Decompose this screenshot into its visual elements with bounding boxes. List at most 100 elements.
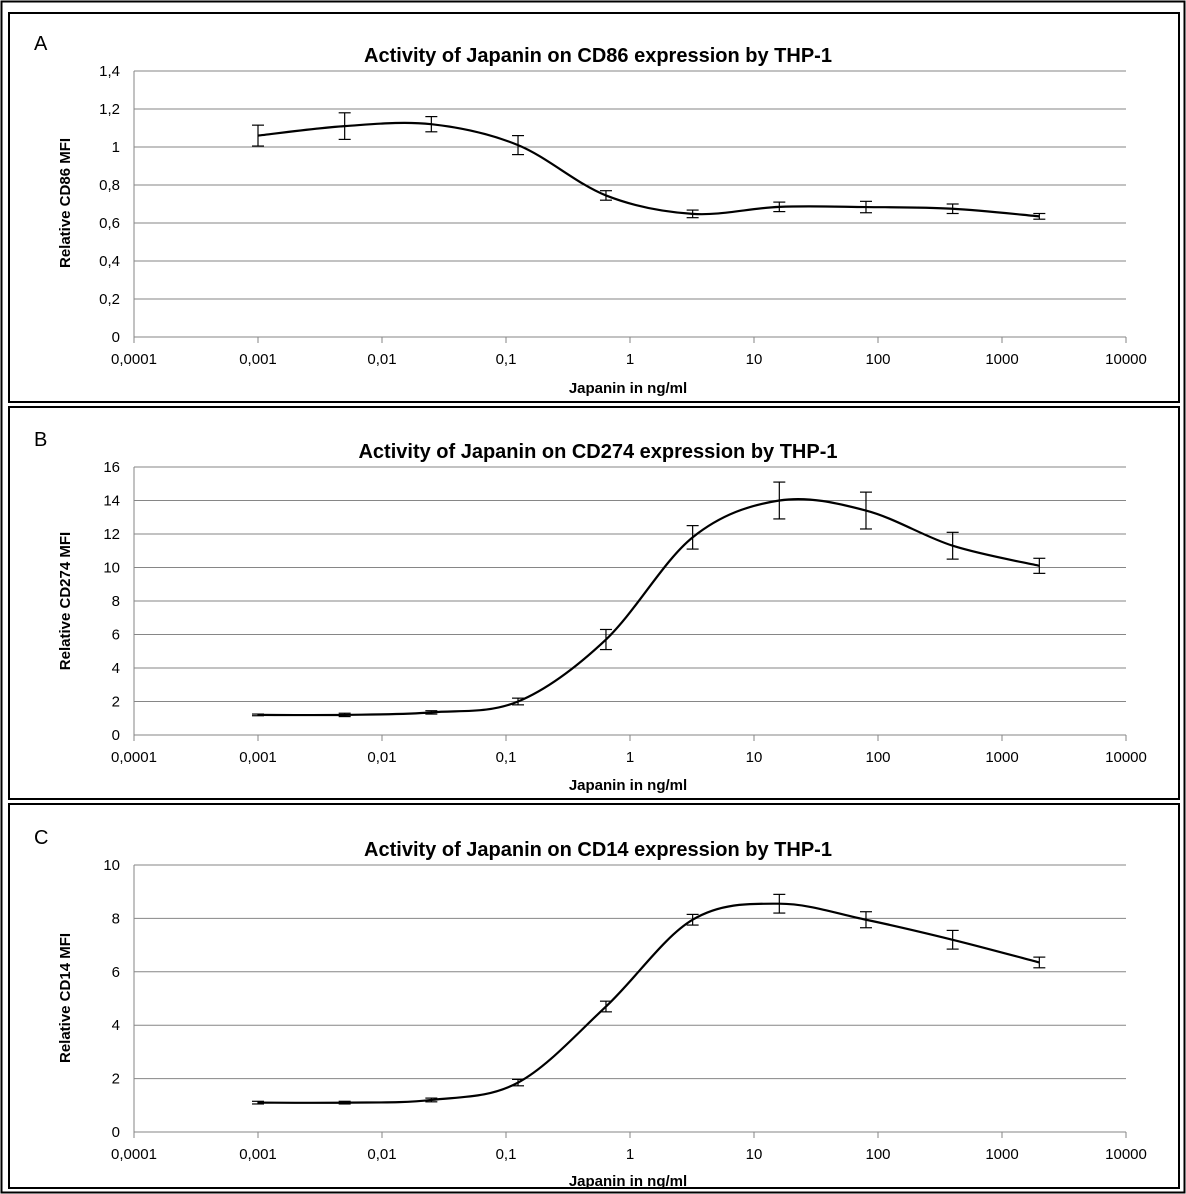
error-bar (338, 1100, 351, 1105)
x-tick-label: 10 (746, 749, 763, 766)
panel-letter: C (34, 827, 48, 849)
y-tick-label: 12 (103, 526, 120, 543)
error-bar (1033, 557, 1046, 574)
y-tick-label: 4 (112, 1017, 120, 1034)
x-tick-label: 10000 (1105, 1146, 1147, 1163)
error-bar (512, 1078, 525, 1087)
x-tick-label: 1000 (985, 749, 1018, 766)
x-tick-label: 0,1 (496, 351, 517, 368)
error-bar (1033, 212, 1046, 220)
chart-title: Activity of Japanin on CD14 expression b… (364, 839, 832, 861)
y-tick-label: 2 (112, 694, 120, 711)
y-tick-label: 1,4 (99, 63, 120, 80)
x-tick-label: 100 (865, 1146, 890, 1163)
y-tick-label: 4 (112, 660, 120, 677)
x-tick-label: 0,01 (367, 749, 396, 766)
y-tick-label: 0,6 (99, 215, 120, 232)
x-tick-label: 0,001 (239, 351, 277, 368)
x-tick-label: 10 (746, 351, 763, 368)
error-bar (338, 712, 351, 718)
panel-a: A Activity of Japanin on CD86 expression… (8, 12, 1180, 403)
x-tick-label: 0,01 (367, 1146, 396, 1163)
panel-b: B Activity of Japanin on CD274 expressio… (8, 406, 1180, 800)
error-bar (252, 124, 264, 147)
x-tick-label: 1 (626, 749, 634, 766)
plot-area: 0 2 4 6 8 10 12 14 16 0,0001 0,001 0,01 0,1 1 10 100 100… (103, 459, 1147, 766)
y-axis-label: Relative CD274 MFI (57, 532, 74, 670)
y-tick-label: 10 (103, 560, 120, 577)
error-bar (686, 913, 699, 926)
error-bar (1033, 956, 1046, 969)
x-tick-label: 1000 (985, 1146, 1018, 1163)
plot-area: 0 2 4 6 8 10 0,0001 0,001 0,01 0,1 1 10 100 1000 10000 (103, 857, 1147, 1163)
error-bar (512, 697, 525, 706)
x-tick-label: 1 (626, 1146, 634, 1163)
y-axis-label: Relative CD86 MFI (57, 138, 74, 268)
x-tick-label: 10 (746, 1146, 763, 1163)
y-tick-label: 14 (103, 493, 120, 510)
y-tick-label: 6 (112, 627, 120, 644)
x-axis-label: Japanin in ng/ml (569, 1173, 687, 1190)
error-bar (512, 135, 525, 156)
x-axis-label: Japanin in ng/ml (569, 380, 687, 397)
x-tick-label: 100 (865, 749, 890, 766)
series-line (257, 902, 1040, 1104)
plot-area: 0 0,2 0,4 0,6 0,8 1 1,2 1,4 0,0001 0,001 0,01 0,1 1 1… (99, 63, 1147, 368)
error-bar (338, 112, 351, 140)
y-tick-label: 0,8 (99, 177, 120, 194)
y-tick-label: 16 (103, 459, 120, 476)
y-tick-label: 0,2 (99, 291, 120, 308)
error-bar (686, 209, 699, 219)
y-tick-label: 0 (112, 329, 120, 346)
x-tick-label: 10000 (1105, 749, 1147, 766)
series-line (257, 498, 1040, 717)
error-bar (946, 929, 959, 950)
x-axis-label: Japanin in ng/ml (569, 777, 687, 794)
x-tick-label: 100 (865, 351, 890, 368)
y-tick-label: 1,2 (99, 101, 120, 118)
x-tick-label: 0,001 (239, 749, 277, 766)
error-bar (425, 115, 438, 133)
error-bar (252, 1100, 264, 1105)
series-line (257, 121, 1040, 218)
chart-title: Activity of Japanin on CD274 expression … (358, 441, 837, 463)
y-tick-label: 0,4 (99, 253, 120, 270)
x-tick-label: 1 (626, 351, 634, 368)
y-tick-label: 1 (112, 139, 120, 156)
y-tick-label: 0 (112, 1124, 120, 1141)
x-tick-label: 0,01 (367, 351, 396, 368)
y-tick-label: 0 (112, 727, 120, 744)
error-bar (686, 525, 699, 550)
error-bar (946, 531, 959, 560)
chart-title: Activity of Japanin on CD86 expression b… (364, 45, 832, 67)
x-tick-label: 0,1 (496, 1146, 517, 1163)
error-bar (599, 628, 612, 651)
panel-letter: B (34, 429, 47, 451)
error-bar (859, 200, 872, 214)
error-bar (773, 893, 786, 914)
x-tick-label: 0,001 (239, 1146, 277, 1163)
x-tick-label: 0,0001 (111, 1146, 157, 1163)
error-bar (252, 713, 264, 717)
y-tick-label: 6 (112, 964, 120, 981)
error-bar (599, 1000, 612, 1013)
y-tick-label: 8 (112, 593, 120, 610)
panel-frame (8, 803, 1180, 1189)
error-bar (773, 481, 786, 520)
y-tick-label: 8 (112, 910, 120, 927)
error-bar (946, 203, 959, 215)
panel-letter: A (34, 33, 48, 55)
error-bar (599, 190, 612, 201)
panel-c: C Activity of Japanin on CD14 expression… (8, 803, 1180, 1190)
y-tick-label: 10 (103, 857, 120, 874)
panel-frame (8, 406, 1180, 800)
error-bar (859, 491, 872, 530)
y-tick-label: 2 (112, 1071, 120, 1088)
x-tick-label: 0,1 (496, 749, 517, 766)
x-tick-label: 10000 (1105, 351, 1147, 368)
error-bar (425, 710, 438, 715)
x-tick-label: 0,0001 (111, 351, 157, 368)
error-bar (773, 201, 786, 213)
error-bar (859, 911, 872, 929)
